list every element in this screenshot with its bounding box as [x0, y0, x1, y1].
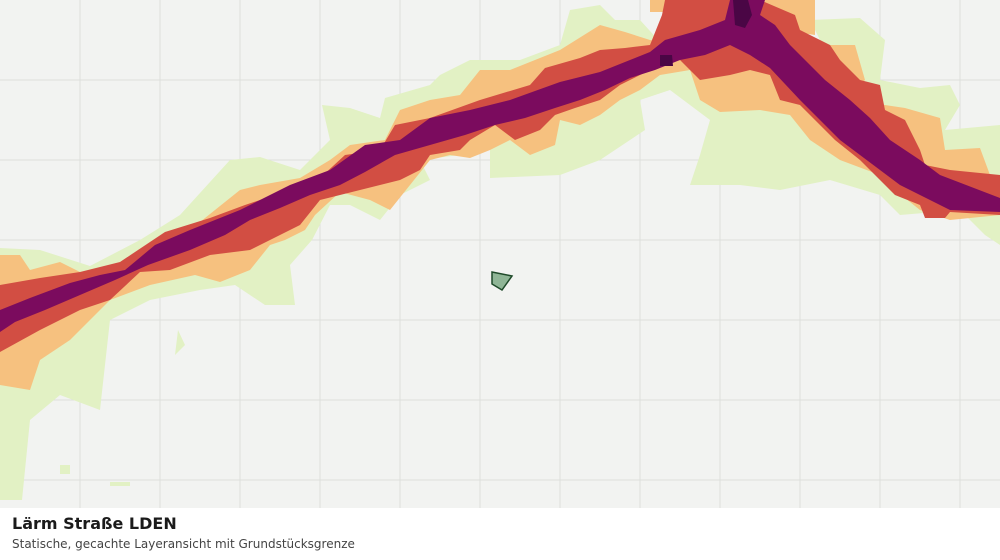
- noise-area-shape: [110, 482, 130, 486]
- noise-area-shape: [60, 465, 70, 474]
- noise-band-level-5: [660, 0, 752, 66]
- noise-area-shape: [0, 5, 1000, 500]
- noise-map: [0, 0, 1000, 508]
- map-subtitle: Statische, gecachte Layeransicht mit Gru…: [12, 537, 355, 551]
- map-title: Lärm Straße LDEN: [12, 514, 177, 533]
- map-caption: Lärm Straße LDEN Statische, gecachte Lay…: [0, 508, 1000, 560]
- map-view[interactable]: [0, 0, 1000, 508]
- noise-band-level-1: [0, 5, 1000, 500]
- noise-area-shape: [660, 55, 673, 66]
- parcel-boundary[interactable]: [491, 271, 514, 291]
- noise-area-shape: [733, 0, 752, 28]
- noise-area-shape: [650, 0, 665, 12]
- noise-area-shape: [175, 330, 185, 355]
- noise-band-level-2: [0, 0, 1000, 390]
